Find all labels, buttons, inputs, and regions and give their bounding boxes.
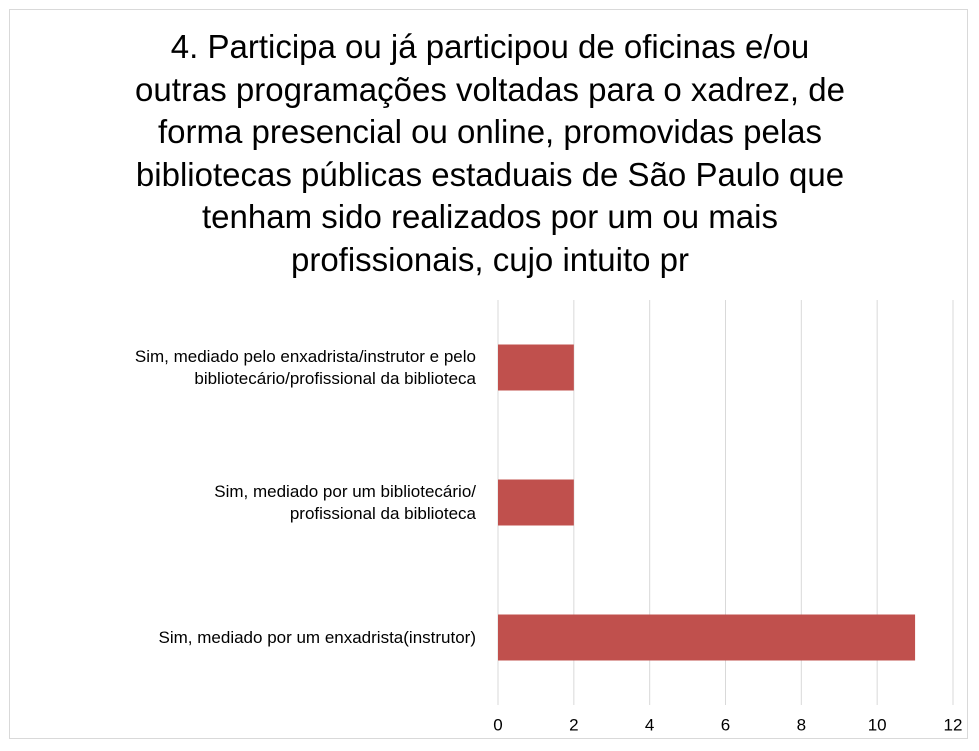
x-tick-label: 12	[944, 715, 963, 734]
x-tick-label: 0	[493, 715, 502, 734]
bar	[498, 344, 574, 391]
x-tick-label: 10	[868, 715, 887, 734]
x-tick-label: 4	[645, 715, 654, 734]
y-tick-label: Sim, mediado por um enxadrista(instrutor…	[158, 627, 476, 647]
x-tick-label: 8	[797, 715, 806, 734]
y-tick-label: Sim, mediado por um bibliotecário/ profi…	[214, 481, 476, 523]
x-tick-label: 6	[721, 715, 730, 734]
chart-title: 4. Participa ou já participou de oficina…	[135, 28, 845, 278]
bar	[498, 479, 574, 526]
x-tick-label: 2	[569, 715, 578, 734]
chart-frame	[9, 9, 968, 739]
bar	[498, 614, 916, 661]
y-tick-label: Sim, mediado pelo enxadrista/instrutor e…	[134, 346, 476, 388]
